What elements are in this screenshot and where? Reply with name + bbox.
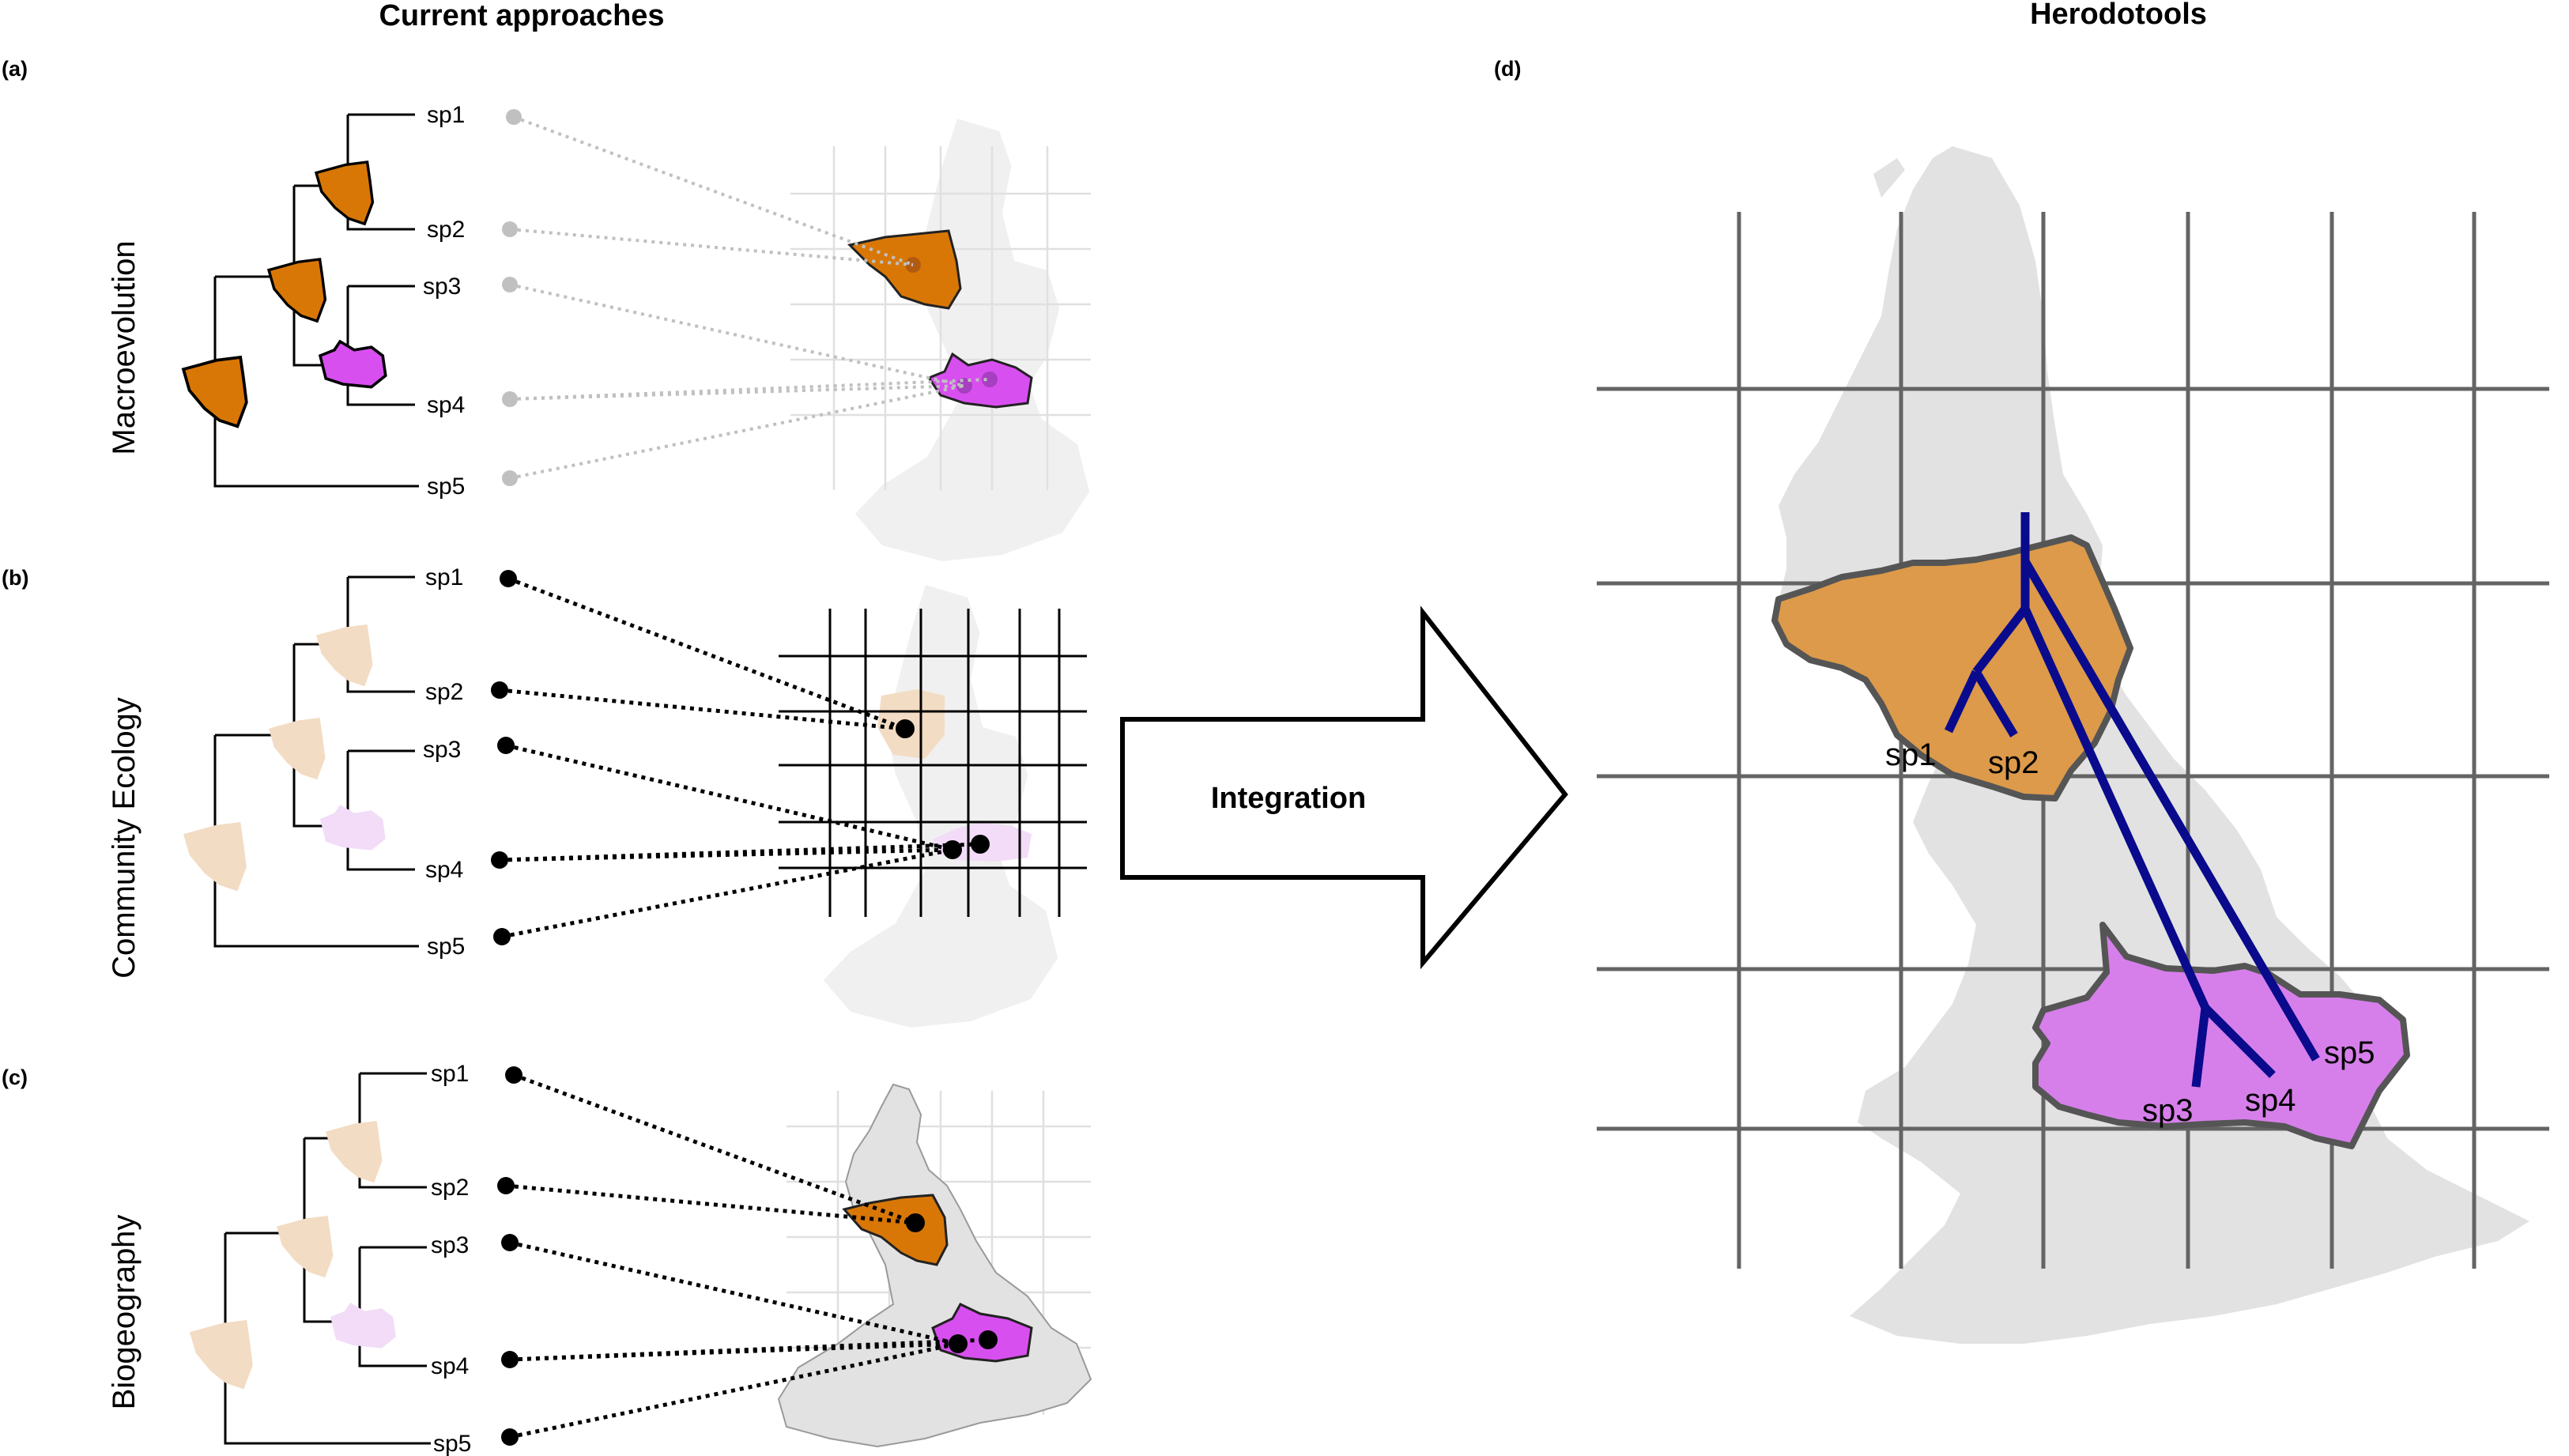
panel-b-map	[779, 585, 1087, 1028]
panel-letter-c: (c)	[2, 1066, 28, 1089]
tip-a-sp4: sp4	[427, 392, 465, 418]
tip-b-sp4: sp4	[425, 857, 463, 883]
big-tip-sp3: sp3	[2142, 1093, 2194, 1128]
row-label-biogeography: Biogeography	[107, 1215, 141, 1410]
tip-a-sp2: sp2	[427, 217, 465, 243]
tip-a-sp3: sp3	[423, 273, 461, 300]
tip-b-sp2: sp2	[425, 679, 463, 705]
left-heading: Current approaches	[379, 0, 664, 32]
panel-letter-a: (a)	[2, 57, 28, 81]
big-tip-sp1: sp1	[1885, 737, 1937, 772]
big-purple-range	[2032, 922, 2410, 1149]
tip-c-sp3: sp3	[431, 1232, 469, 1258]
panel-d: sp1 sp2 sp3 sp4 sp5	[1597, 146, 2549, 1344]
right-heading: Herodotools	[2030, 0, 2207, 31]
panel-c-map	[777, 1083, 1092, 1448]
big-tip-sp4: sp4	[2245, 1083, 2296, 1118]
integration-label: Integration	[1211, 782, 1366, 815]
panel-letter-d: (d)	[1494, 57, 1521, 81]
tip-b-sp5: sp5	[427, 934, 465, 960]
purple-range-a	[926, 352, 1033, 409]
panel-c: sp1 sp2 sp3 sp4 sp5	[190, 1061, 1092, 1456]
tip-a-sp5: sp5	[427, 473, 465, 500]
tip-a-sp1: sp1	[427, 102, 465, 128]
big-tip-sp2: sp2	[1988, 745, 2039, 780]
tip-c-sp4: sp4	[431, 1353, 469, 1379]
row-label-macroevolution: Macroevolution	[107, 240, 141, 455]
blue-phylogeny	[1945, 512, 2320, 1088]
panel-a-map	[790, 119, 1091, 561]
tip-c-sp2: sp2	[431, 1175, 469, 1201]
tip-b-sp1: sp1	[425, 564, 463, 590]
orange-range-a	[847, 229, 962, 310]
tip-b-sp3: sp3	[423, 737, 461, 763]
integration-arrow: Integration	[1120, 605, 1568, 970]
big-tip-sp5: sp5	[2324, 1035, 2375, 1070]
row-label-community-ecology: Community Ecology	[107, 697, 141, 979]
panel-b: sp1 sp2 sp3 sp4 sp5	[183, 564, 1087, 1028]
tip-c-sp5: sp5	[433, 1431, 471, 1456]
orange-range-c	[842, 1194, 949, 1266]
big-orange-range	[1771, 534, 2133, 802]
panel-a: sp1 sp2 sp3 sp4 sp5	[182, 102, 1091, 561]
panel-letter-b: (b)	[2, 566, 28, 590]
tip-c-sp1: sp1	[431, 1061, 469, 1087]
